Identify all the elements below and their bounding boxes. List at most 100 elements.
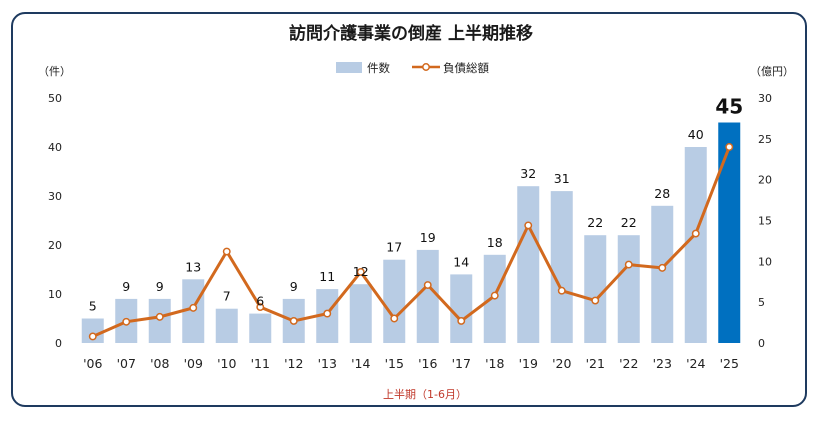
legend-line-marker [422,63,430,71]
debt-point [289,317,298,325]
legend-bar-swatch [336,62,362,73]
bar-value-label: 11 [319,269,335,284]
bar-value-label: 14 [453,254,469,269]
bar [148,298,171,343]
bar [517,186,540,343]
bar-value-label: 28 [654,186,670,201]
bar-value-label: 18 [487,235,503,250]
x-tick-label: '17 [452,356,471,371]
debt-line-path [92,146,731,338]
right-tick-label: 10 [758,255,772,268]
x-axis: '06 '07 '08 '09 '10 '11 '12 '13 '14 '15 '16 '17 '18 '… [83,356,739,371]
right-tick-label: 0 [758,337,765,350]
debt-point [256,303,265,312]
x-tick-label: '10 [217,356,236,371]
x-tick-label: '12 [284,356,303,371]
bar [416,249,439,343]
x-tick-label: '09 [184,356,203,371]
data-labels: 5 9 9 13 7 6 9 11 12 17 19 14 18 32 31 22 22 28 40 45 [89,95,743,314]
debt-point [323,309,332,318]
debt-point [591,296,600,305]
x-axis-label: 上半期（1-6月） [383,387,467,401]
bar-value-label: 22 [587,215,603,230]
bar [450,274,473,343]
right-tick-label: 15 [758,215,772,228]
left-tick-label: 0 [55,337,62,350]
legend: 件数 負債総額 [336,61,489,75]
x-tick-label: '13 [318,356,337,371]
bar [349,284,372,343]
left-tick-label: 50 [48,92,62,105]
x-tick-label: '15 [385,356,404,371]
legend-bar-label: 件数 [367,61,390,75]
bar [584,235,607,343]
bar [651,205,674,343]
x-tick-label: '08 [150,356,169,371]
bar-value-label: 9 [290,279,298,294]
right-axis-unit: （億円） [750,65,794,78]
debt-point [122,317,131,326]
bar-value-label: 40 [688,127,704,142]
bar [684,147,707,343]
debt-point [189,303,198,312]
left-tick-label: 30 [48,190,62,203]
debt-point [356,268,365,276]
bar [215,308,238,343]
debt-point [624,260,633,269]
bar-value-label: 32 [520,166,536,181]
debt-point [725,143,734,151]
left-tick-label: 10 [48,288,62,301]
x-tick-label: '19 [519,356,538,371]
x-tick-label: '18 [485,356,504,371]
bar-value-label: 12 [353,264,369,279]
debt-point [691,229,700,238]
x-tick-label: '24 [686,356,705,371]
bar-value-label: 45 [715,95,743,119]
debt-point [490,291,499,300]
debt-line [88,143,734,341]
chart-frame [11,12,807,407]
x-tick-label: '23 [653,356,672,371]
left-axis: 0 10 20 30 40 50 [48,92,62,350]
right-tick-label: 30 [758,92,772,105]
bar-value-label: 17 [386,240,402,255]
debt-point [222,247,231,256]
bar-value-label: 7 [223,289,231,304]
bar-value-label: 9 [122,279,130,294]
debt-point [390,314,399,323]
debt-point [557,286,566,295]
bar-value-label: 9 [156,279,164,294]
x-tick-label: '14 [351,356,370,371]
bar-value-label: 13 [185,259,201,274]
debt-point [88,332,97,341]
bar [249,313,272,343]
debt-point [423,281,432,289]
debt-point [457,317,466,325]
right-tick-label: 25 [758,133,772,146]
legend-line-label: 負債総額 [443,61,489,75]
left-tick-label: 20 [48,239,62,252]
x-tick-label: '21 [586,356,605,371]
bars [81,122,741,343]
bar-value-label: 5 [89,299,97,314]
bar [383,259,406,343]
bar [617,235,640,343]
x-tick-label: '22 [619,356,638,371]
bar-value-label: 22 [621,215,637,230]
x-tick-label: '06 [83,356,102,371]
left-axis-unit: （件） [38,65,71,78]
x-tick-label: '16 [418,356,437,371]
bar [718,122,741,343]
debt-point [658,263,667,272]
bar [81,318,104,343]
x-tick-label: '07 [117,356,136,371]
left-tick-label: 40 [48,141,62,154]
x-tick-label: '11 [251,356,270,371]
bar-value-label: 6 [256,294,264,309]
bar-value-label: 19 [420,230,436,245]
right-tick-label: 20 [758,174,772,187]
right-tick-label: 5 [758,296,765,309]
debt-point [524,221,533,230]
x-tick-label: '25 [720,356,739,371]
